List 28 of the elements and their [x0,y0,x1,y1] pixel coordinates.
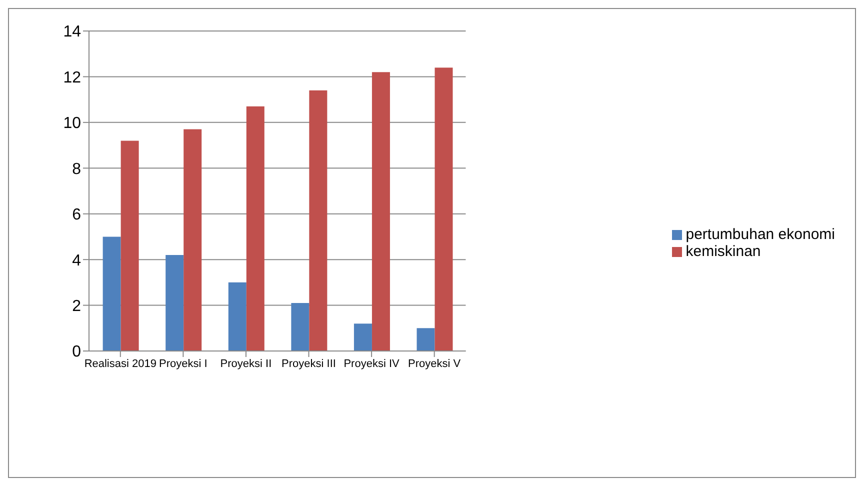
bar [246,106,264,351]
x-tick-label: Proyeksi III [282,358,336,370]
y-tick-label: 14 [63,24,82,41]
bar [228,282,246,351]
bar [120,140,139,351]
bar [354,324,372,351]
bar [166,255,184,351]
x-tick-label: Proyeksi IV [344,358,400,370]
y-tick-label: 4 [72,252,82,270]
bar [416,328,435,351]
legend-label: kemiskinan [686,243,761,260]
x-tick-label: Proyeksi I [159,358,208,370]
y-tick-label: 6 [72,206,82,224]
x-tick-label: Realisasi 2019 [84,358,156,370]
bar [372,72,390,351]
legend-label: pertumbuhan ekonomi [686,226,835,243]
x-tick-label: Proyeksi V [408,358,462,370]
x-tick-label: Proyeksi II [220,358,272,370]
y-tick-label: 10 [63,115,82,132]
bar [102,236,121,351]
bar [291,303,310,351]
bar [309,90,328,351]
y-tick-label: 0 [72,344,82,361]
y-tick-label: 8 [72,160,82,178]
y-tick-label: 12 [63,69,82,86]
y-tick-label: 2 [72,298,82,315]
bar [184,129,202,351]
bar [434,68,453,351]
